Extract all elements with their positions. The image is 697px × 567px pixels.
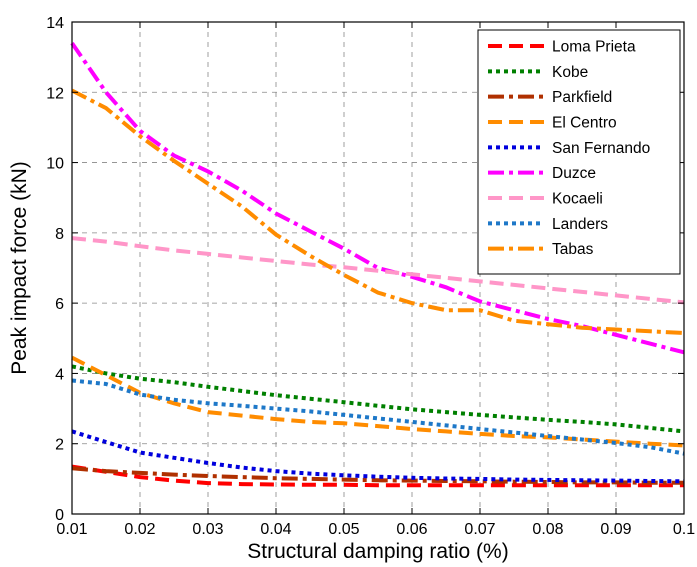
series-line-landers [71,378,685,456]
y-tick-label: 2 [55,437,64,454]
x-tick-label: 0.04 [260,521,291,538]
legend-label: Kocaeli [552,191,603,208]
x-tick-label: 0.03 [192,521,223,538]
x-tick-label: 0.07 [464,521,495,538]
series-line-el-centro [71,355,685,448]
axis-ticks: 0.01 0.02 0.03 0.04 0.05 0.06 0.07 0.08 0.09 0.1 0… [46,15,695,538]
legend: Loma Prieta Kobe Parkfield El Centro San Fer… [477,29,681,275]
x-tick-label: 0.06 [396,521,427,538]
series-line-san-fernando [71,429,685,484]
legend-label: Parkfield [552,89,612,106]
legend-label: Loma Prieta [552,39,636,56]
y-tick-label: 4 [55,366,64,383]
x-tick-label: 0.1 [673,521,695,538]
x-tick-label: 0.01 [56,521,87,538]
series-lines [70,41,685,488]
series-line-parkfield [71,466,684,485]
series-line-kocaeli [71,236,685,305]
legend-label: Duzce [552,165,596,182]
x-tick-label: 0.02 [124,521,155,538]
y-tick-label: 10 [46,156,64,173]
series-line-loma-prieta [71,464,684,488]
y-tick-label: 6 [55,296,64,313]
y-tick-label: 8 [55,226,64,243]
series-line-duzce [70,41,685,355]
legend-label: San Fernando [552,140,650,157]
x-axis-title: Structural damping ratio (%) [247,540,508,563]
series-line-kobe [71,364,685,434]
legend-label: Kobe [552,64,588,81]
legend-box [477,29,681,275]
legend-label: El Centro [552,115,617,132]
x-tick-label: 0.05 [328,521,359,538]
y-tick-label: 12 [46,85,64,102]
series-line-tabas [71,88,685,335]
x-tick-label: 0.09 [600,521,631,538]
y-tick-label: 0 [55,507,64,524]
x-tick-label: 0.08 [532,521,563,538]
plot-frame [71,21,685,515]
y-axis-title: Peak impact force (kN) [8,161,31,375]
legend-label: Tabas [552,241,594,258]
legend-label: Landers [552,216,608,233]
y-tick-label: 14 [46,15,64,32]
